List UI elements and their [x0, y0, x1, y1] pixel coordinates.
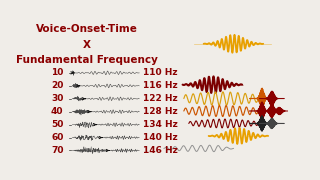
- Text: 128 Hz: 128 Hz: [143, 107, 178, 116]
- Text: Fundamental Frequency: Fundamental Frequency: [16, 55, 158, 65]
- Text: 146 Hz: 146 Hz: [143, 146, 178, 155]
- Text: 30: 30: [51, 94, 64, 103]
- Text: 116 Hz: 116 Hz: [143, 81, 178, 90]
- Text: 140 Hz: 140 Hz: [143, 133, 178, 142]
- Text: X: X: [83, 40, 91, 50]
- Text: 70: 70: [51, 146, 64, 155]
- Text: Voice-Onset-Time: Voice-Onset-Time: [36, 24, 138, 34]
- Text: 122 Hz: 122 Hz: [143, 94, 178, 103]
- Text: 60: 60: [51, 133, 64, 142]
- Text: 110 Hz: 110 Hz: [143, 68, 177, 77]
- Text: 50: 50: [51, 120, 64, 129]
- Text: 20: 20: [51, 81, 64, 90]
- Text: 40: 40: [51, 107, 64, 116]
- Text: 134 Hz: 134 Hz: [143, 120, 178, 129]
- Text: 10: 10: [51, 68, 64, 77]
